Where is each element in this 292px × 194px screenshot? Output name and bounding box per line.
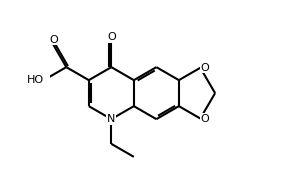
Text: HO: HO [27, 75, 44, 85]
Text: O: O [49, 35, 58, 45]
Text: O: O [107, 32, 116, 42]
Text: O: O [200, 113, 209, 124]
Text: O: O [200, 63, 209, 73]
Text: N: N [107, 114, 116, 124]
